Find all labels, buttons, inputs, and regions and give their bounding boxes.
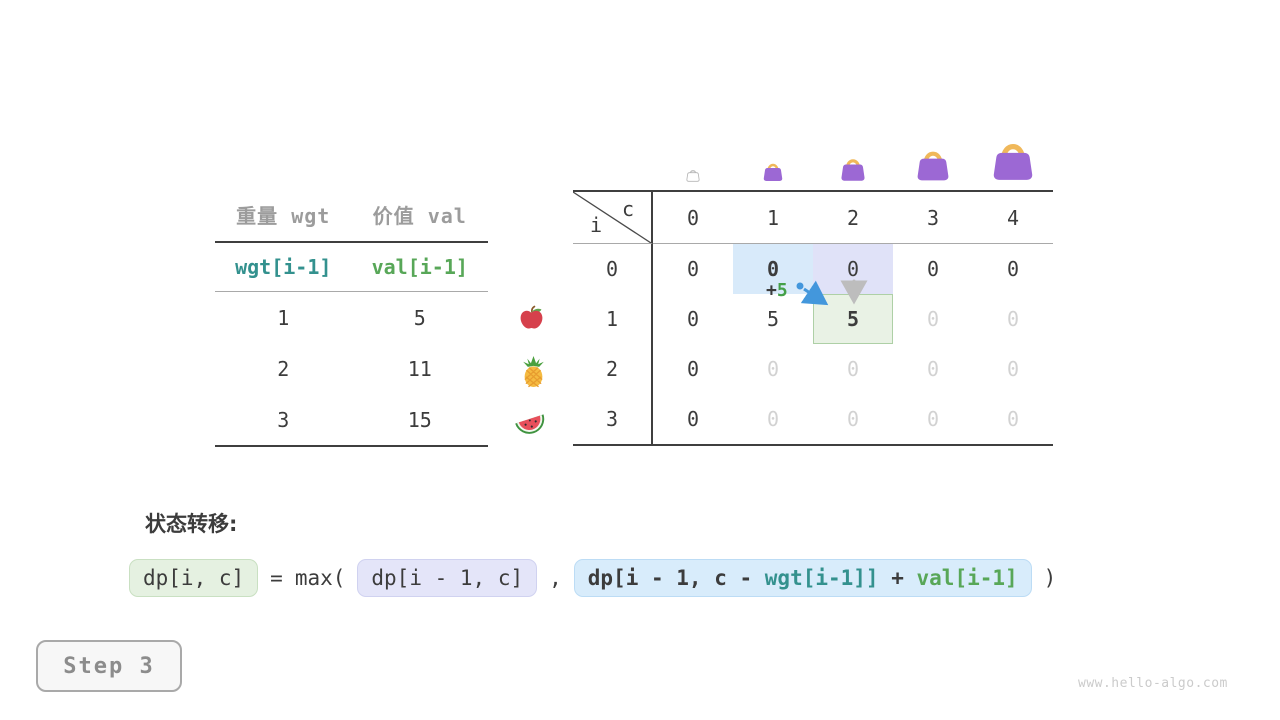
- dp-cell-r0c4: 0: [1006, 257, 1020, 281]
- capacity-axis-label: c: [621, 197, 634, 221]
- dp-cell-r2c0: 0: [686, 357, 700, 381]
- dp-col-label: 4: [973, 192, 1053, 244]
- item-table: 重量 wgt 价值 val wgt[i-1] val[i-1] 1 5 2 11 3 15: [215, 187, 488, 447]
- dp-cell-r0c1: 0: [733, 244, 813, 294]
- empty-bag-icon: [685, 166, 701, 182]
- option2-val-part: val[i-1]: [916, 566, 1018, 590]
- item-table-body: 1 5 2 11 3 15: [215, 292, 488, 447]
- transition-formula: dp[i, c] = max( dp[i - 1, c] , dp[i - 1,…: [129, 559, 1056, 597]
- item-wgt-value: 3: [277, 407, 290, 432]
- item-table-subheader: wgt[i-1] val[i-1]: [215, 243, 488, 292]
- dp-col-label: 2: [813, 192, 893, 244]
- dp-cell-r0c2: 0: [813, 244, 893, 294]
- added-value: 5: [776, 280, 788, 301]
- dp-col-label: 0: [653, 192, 733, 244]
- item-val-value: 11: [407, 356, 432, 381]
- dp-cell-r1c0: 0: [686, 307, 700, 331]
- formula-close-paren: ): [1043, 566, 1057, 590]
- dp-col-label: 3: [893, 192, 973, 244]
- dp-cell-r1c1: 5: [766, 307, 780, 331]
- option2-dp-part: dp[i - 1, c -: [587, 566, 765, 590]
- dp-row-label: 3: [573, 394, 653, 444]
- step-badge: Step 3: [36, 640, 182, 692]
- bag-xlarge-icon: [988, 132, 1038, 182]
- dp-cell-r0c3: 0: [926, 257, 940, 281]
- dp-cell-r3c0: 0: [686, 407, 700, 431]
- dp-row-label: 2: [573, 344, 653, 394]
- dp-cell-r1c3: 0: [926, 307, 940, 331]
- bag-small-icon: [761, 158, 785, 182]
- dp-col-label: 1: [733, 192, 813, 244]
- dp-cell-r3c2: 0: [846, 407, 860, 431]
- apple-icon: [518, 304, 545, 331]
- bag-large-icon: [913, 142, 953, 182]
- corner-diagonal-line: [573, 192, 651, 243]
- item-row: 2 11: [215, 343, 488, 394]
- item-subheader-val: val[i-1]: [371, 255, 468, 279]
- plus-sign: +: [766, 280, 777, 301]
- dp-row-label: 1: [573, 294, 653, 344]
- item-subheader-wgt: wgt[i-1]: [235, 255, 332, 279]
- dp-cell-r0c0: 0: [686, 257, 700, 281]
- dp-cell-r3c3: 0: [926, 407, 940, 431]
- dp-cell-r3c1: 0: [766, 407, 780, 431]
- formula-option2-box: dp[i - 1, c - wgt[i-1]] + val[i-1]: [573, 559, 1032, 597]
- watermelon-icon: [513, 404, 547, 438]
- dp-row-label: 0: [573, 244, 653, 294]
- formula-comma: ,: [549, 566, 562, 590]
- pineapple-icon: [517, 355, 550, 388]
- bag-medium-icon: [838, 152, 868, 182]
- formula-lhs-box: dp[i, c]: [129, 559, 259, 597]
- formula-equals: =: [270, 566, 283, 590]
- watermark: www.hello-algo.com: [1078, 676, 1228, 691]
- dp-cell-r3c4: 0: [1006, 407, 1020, 431]
- dp-cell-r2c1: 0: [766, 357, 780, 381]
- item-wgt-value: 2: [277, 356, 290, 381]
- item-val-value: 5: [413, 305, 426, 330]
- item-wgt-value: 1: [277, 305, 290, 330]
- item-row: 3 15: [215, 394, 488, 445]
- option2-wgt-part: wgt[i-1]]: [764, 566, 879, 590]
- item-col-header-weight: 重量 wgt: [236, 203, 331, 228]
- item-col-header-value: 价值 val: [372, 203, 467, 228]
- dp-cell-r1c4: 0: [1006, 307, 1020, 331]
- dp-cell-r2c3: 0: [926, 357, 940, 381]
- dp-cell-r1c2: 5: [813, 294, 893, 344]
- item-axis-label: i: [590, 213, 603, 237]
- transition-add-label: +5: [766, 280, 788, 301]
- formula-max-open: max(: [294, 566, 346, 590]
- item-val-value: 15: [407, 407, 432, 432]
- dp-cell-r2c4: 0: [1006, 357, 1020, 381]
- state-transition-heading: 状态转移:: [145, 512, 238, 536]
- option2-plus-part: +: [878, 566, 917, 590]
- formula-option1-box: dp[i - 1, c]: [357, 559, 538, 597]
- item-table-header: 重量 wgt 价值 val: [215, 187, 488, 243]
- dp-cell-r2c2: 0: [846, 357, 860, 381]
